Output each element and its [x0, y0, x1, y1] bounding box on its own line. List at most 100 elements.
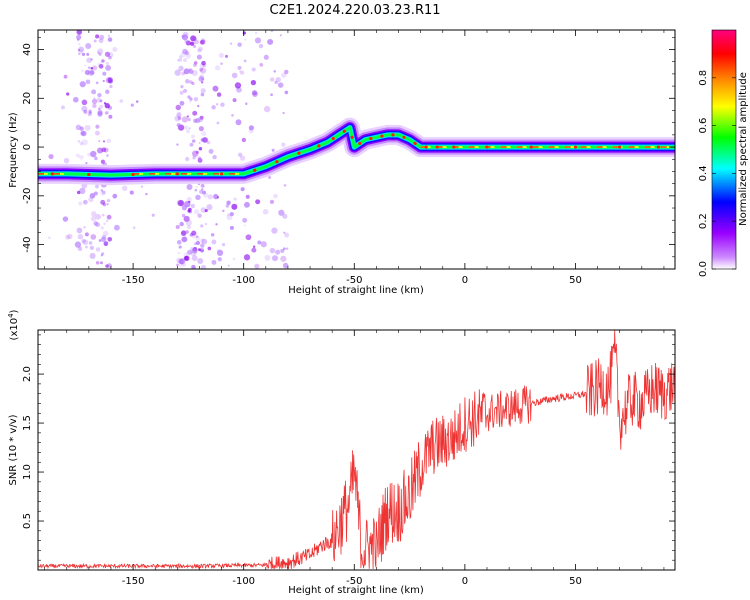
noise-speckle [86, 57, 92, 64]
noise-speckle [78, 52, 81, 56]
noise-speckle [72, 96, 79, 103]
spectrogram-x-tick-label: -50 [346, 275, 362, 286]
noise-speckle [241, 137, 247, 143]
snr-y-tick-label: 0.5 [22, 513, 33, 529]
noise-speckle [231, 114, 234, 117]
noise-speckle [95, 81, 99, 85]
ridge-hotspot [87, 172, 91, 177]
noise-speckle [84, 69, 90, 76]
snr-y-tick-label: 2.0 [22, 366, 33, 382]
noise-speckle [279, 34, 282, 37]
noise-speckle [95, 247, 101, 252]
noise-speckle [189, 80, 193, 84]
noise-speckle [181, 236, 188, 243]
noise-speckle [275, 249, 281, 255]
noise-speckle [106, 198, 111, 203]
noise-speckle [97, 62, 103, 68]
noise-speckle [107, 236, 113, 242]
noise-speckle [195, 118, 201, 124]
ridge-hotspot [317, 144, 321, 148]
noise-speckle [174, 115, 181, 122]
noise-speckle [75, 153, 80, 158]
noise-speckle [254, 263, 260, 269]
noise-speckle [179, 221, 184, 227]
noise-speckle [76, 227, 83, 234]
noise-speckle [60, 105, 65, 110]
noise-speckle [99, 34, 105, 40]
noise-speckle [263, 54, 269, 60]
noise-speckle [100, 189, 104, 192]
spectrogram-y-tick-label: -40 [22, 236, 33, 252]
noise-speckle [100, 236, 107, 243]
noise-speckle [75, 124, 82, 131]
noise-speckle [260, 241, 267, 248]
noise-speckle [88, 196, 94, 203]
noise-speckle [282, 213, 288, 219]
noise-speckle [79, 81, 86, 88]
noise-speckle [105, 89, 110, 94]
noise-speckle [78, 201, 83, 206]
noise-speckle [193, 39, 199, 45]
noise-speckle [240, 70, 245, 75]
noise-speckle [90, 234, 97, 240]
noise-speckle [79, 155, 84, 160]
noise-speckle [198, 147, 203, 151]
noise-speckle [286, 247, 289, 250]
noise-speckle [96, 97, 102, 103]
noise-speckle [185, 156, 190, 162]
noise-speckle [140, 185, 144, 188]
noise-speckle [101, 190, 106, 195]
noise-speckle [189, 100, 192, 103]
noise-speckle [263, 105, 271, 113]
spectrogram-x-label: Height of straight line (km) [288, 285, 424, 296]
noise-speckle [190, 203, 196, 209]
noise-speckle [97, 48, 104, 55]
colorbar-label: Normalized spectral amplitude [738, 72, 749, 226]
noise-speckle [244, 201, 250, 208]
noise-speckle [93, 221, 99, 226]
snr-y-label: SNR (10 * v/v) [8, 414, 19, 485]
snr-x-tick-label: 0 [462, 576, 468, 587]
noise-speckle [208, 148, 214, 154]
noise-speckle [79, 126, 84, 131]
noise-speckle [221, 242, 226, 247]
noise-speckle [183, 88, 188, 93]
ridge-hotspot [331, 136, 335, 141]
noise-speckle [107, 34, 110, 37]
ridge-hotspot [656, 145, 661, 149]
colorbar-tick-label: 0.8 [698, 70, 709, 86]
noise-speckle [197, 46, 203, 52]
noise-speckle [200, 183, 205, 188]
spectrogram-y-tick-label: 40 [22, 43, 33, 56]
noise-speckle [191, 69, 198, 77]
noise-speckle [189, 97, 193, 101]
noise-speckle [216, 196, 220, 199]
noise-speckle [195, 150, 199, 154]
noise-speckle [198, 248, 201, 252]
noise-speckle [85, 162, 88, 165]
noise-speckle [100, 190, 106, 196]
noise-speckle [206, 204, 213, 211]
noise-speckle [87, 66, 91, 70]
noise-speckle [192, 139, 196, 143]
noise-speckle [181, 205, 187, 211]
noise-speckle [193, 61, 198, 65]
noise-speckle [181, 116, 188, 123]
noise-speckle [213, 193, 219, 200]
noise-speckle [107, 52, 114, 58]
noise-speckle [242, 217, 248, 223]
ridge-hotspot [402, 135, 406, 139]
noise-speckle [106, 203, 109, 206]
noise-speckle [105, 110, 109, 115]
noise-speckle [176, 143, 179, 146]
noise-speckle [207, 246, 212, 251]
noise-speckle [200, 207, 207, 213]
noise-speckle [184, 39, 189, 44]
ridge-hotspot [452, 145, 456, 149]
noise-speckle [190, 35, 196, 42]
noise-speckle [192, 156, 196, 160]
figure-title: C2E1.2024.220.03.23.R11 [269, 3, 440, 18]
noise-speckle [200, 88, 206, 94]
snr-y-tick-label: 1.0 [22, 464, 33, 480]
noise-speckle [220, 62, 223, 66]
